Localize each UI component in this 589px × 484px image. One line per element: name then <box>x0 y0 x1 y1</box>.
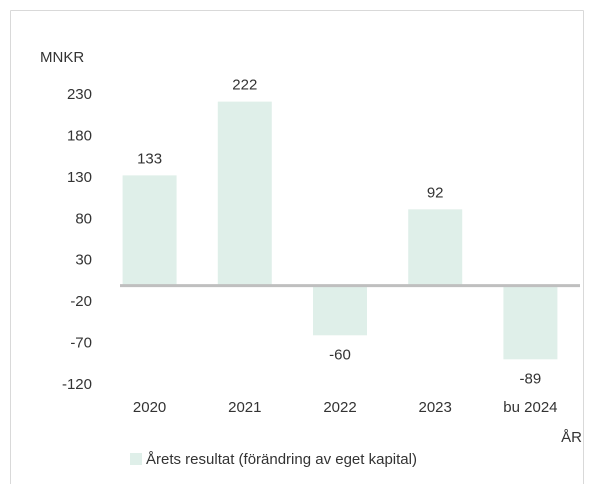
value-label: 92 <box>427 184 444 201</box>
x-tick-label: 2020 <box>133 399 166 416</box>
y-tick-label: -70 <box>70 335 92 352</box>
value-label: -89 <box>520 370 542 387</box>
x-axis-label: ÅR <box>561 429 582 446</box>
y-tick-label: 80 <box>75 210 92 227</box>
y-tick-label: 130 <box>67 169 92 186</box>
bar <box>408 209 463 286</box>
y-tick-label: 230 <box>67 86 92 103</box>
bar <box>217 101 272 286</box>
y-tick-label: 180 <box>67 127 92 144</box>
legend-label: Årets resultat (förändring av eget kapit… <box>146 451 417 468</box>
x-tick-label: 2023 <box>419 399 452 416</box>
y-tick-label: -120 <box>62 376 92 393</box>
y-tick-label: 30 <box>75 252 92 269</box>
bar <box>503 285 558 360</box>
x-tick-label: bu 2024 <box>503 399 557 416</box>
y-tick-label: -20 <box>70 293 92 310</box>
value-label: -60 <box>329 346 351 363</box>
legend-swatch <box>130 453 142 465</box>
bar <box>122 175 177 286</box>
x-tick-label: 2022 <box>323 399 356 416</box>
x-tick-label: 2021 <box>228 399 261 416</box>
value-label: 133 <box>137 150 162 167</box>
value-label: 222 <box>232 77 257 94</box>
bar <box>313 285 367 336</box>
y-axis-label: MNKR <box>40 49 84 66</box>
